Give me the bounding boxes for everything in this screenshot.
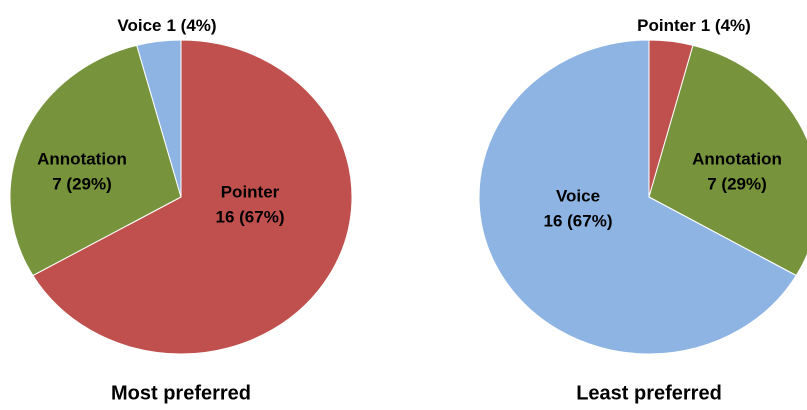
chart-title: Least preferred bbox=[576, 382, 722, 404]
value-label: 1 (4%) bbox=[167, 16, 217, 35]
pie-slice bbox=[9, 44, 182, 277]
value-label: 1 (4%) bbox=[701, 16, 751, 35]
pie-slice bbox=[478, 39, 797, 355]
slice-label: Pointer 1 (4%) bbox=[637, 16, 751, 35]
value-label: 7 (29%) bbox=[707, 174, 767, 193]
category-label: Pointer bbox=[221, 182, 280, 201]
category-label: Annotation bbox=[692, 149, 782, 168]
category-label: Annotation bbox=[37, 149, 127, 168]
pie-slice bbox=[136, 39, 182, 198]
value-label: 16 (67%) bbox=[216, 207, 285, 226]
chart-title: Most preferred bbox=[111, 382, 251, 404]
value-label: 16 (67%) bbox=[544, 211, 613, 230]
value-label: 7 (29%) bbox=[52, 174, 112, 193]
category-label: Pointer bbox=[637, 16, 696, 35]
pie-slice bbox=[32, 39, 353, 355]
category-label: Voice bbox=[117, 16, 161, 35]
category-label: Voice bbox=[556, 186, 600, 205]
slice-label: Voice 1 (4%) bbox=[117, 16, 216, 35]
